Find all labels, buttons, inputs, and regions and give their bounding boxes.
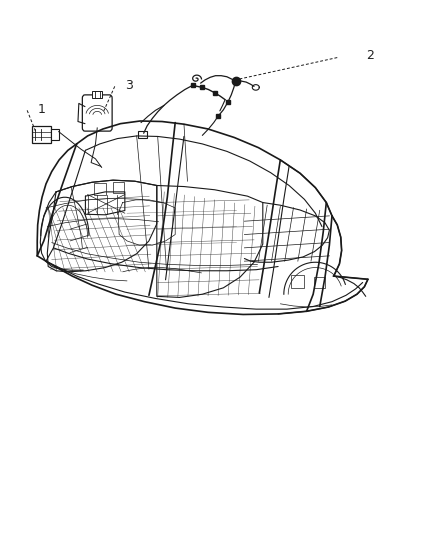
Bar <box>138 131 147 138</box>
Text: 2: 2 <box>366 50 374 62</box>
Text: 3: 3 <box>125 79 133 92</box>
FancyBboxPatch shape <box>82 95 112 131</box>
Bar <box>32 126 51 143</box>
Text: 1: 1 <box>38 103 46 116</box>
Bar <box>94 183 106 195</box>
Bar <box>314 277 325 288</box>
Bar <box>291 275 304 288</box>
Bar <box>113 182 124 193</box>
Bar <box>51 129 59 140</box>
Bar <box>92 91 102 98</box>
